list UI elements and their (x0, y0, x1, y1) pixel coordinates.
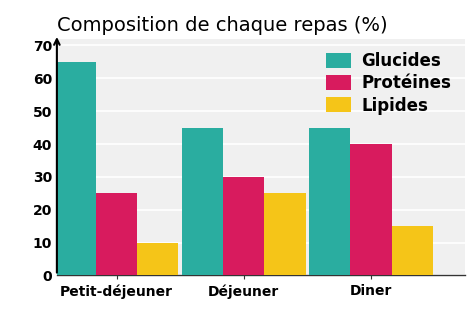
Text: Composition de chaque repas (%): Composition de chaque repas (%) (57, 16, 388, 35)
Bar (182, 128, 223, 275)
Bar (137, 243, 178, 275)
Bar (310, 128, 350, 275)
Bar (264, 193, 306, 275)
Legend: Glucides, Protéines, Lipides: Glucides, Protéines, Lipides (321, 47, 456, 120)
Bar (96, 193, 137, 275)
Bar (392, 226, 433, 275)
Bar (55, 62, 96, 275)
Bar (350, 144, 392, 275)
Bar (223, 177, 264, 275)
